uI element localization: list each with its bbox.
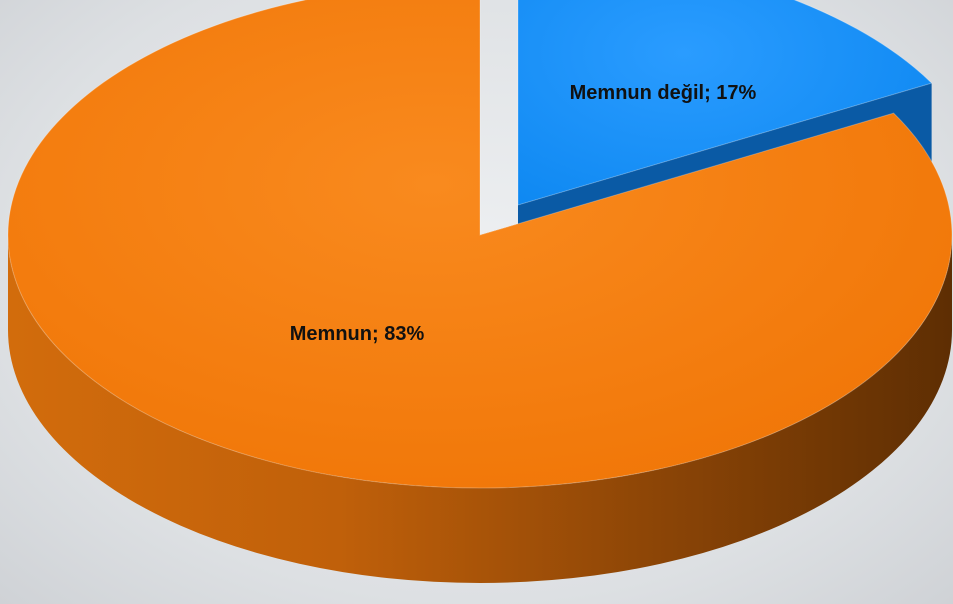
pie-label-memnun-degil: Memnun değil; 17% — [570, 82, 757, 104]
pie-slice-memnun-degil — [517, 0, 933, 206]
pie-slice-memnun-side — [8, 235, 952, 583]
pie-label-memnun: Memnun; 83% — [290, 323, 425, 345]
pie-slice-memnun — [7, 0, 953, 489]
